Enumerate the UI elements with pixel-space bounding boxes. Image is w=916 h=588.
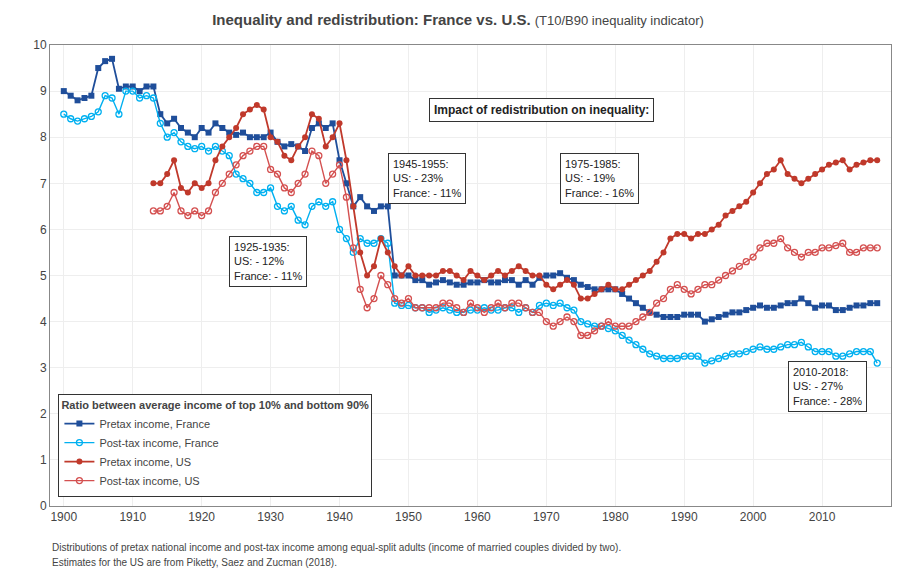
svg-text:1920: 1920 — [188, 510, 215, 524]
svg-text:2000: 2000 — [740, 510, 767, 524]
svg-text:1950: 1950 — [395, 510, 422, 524]
svg-text:1930: 1930 — [257, 510, 284, 524]
svg-text:5: 5 — [40, 269, 47, 283]
svg-text:Inequality and redistribution:: Inequality and redistribution: France vs… — [212, 11, 704, 28]
svg-text:2010: 2010 — [809, 510, 836, 524]
svg-text:3: 3 — [40, 361, 47, 375]
svg-text:1945-1955:US: - 23%France: - 1: 1945-1955:US: - 23%France: - 11% — [393, 158, 461, 199]
svg-text:1980: 1980 — [602, 510, 629, 524]
svg-text:8: 8 — [40, 130, 47, 144]
svg-text:1960: 1960 — [464, 510, 491, 524]
svg-text:Ratio between average income o: Ratio between average income of top 10% … — [61, 399, 369, 411]
svg-text:Estimates for the US are from: Estimates for the US are from Piketty, S… — [52, 557, 337, 568]
svg-text:Pretax income, France: Pretax income, France — [99, 418, 210, 430]
svg-text:Post-tax income, France: Post-tax income, France — [99, 437, 218, 449]
svg-text:9: 9 — [40, 84, 47, 98]
svg-text:Post-tax income, US: Post-tax income, US — [99, 475, 199, 487]
svg-text:Distributions of pretax nation: Distributions of pretax national income … — [52, 542, 621, 553]
svg-text:1990: 1990 — [671, 510, 698, 524]
svg-text:1900: 1900 — [50, 510, 77, 524]
svg-text:10: 10 — [33, 38, 47, 52]
svg-text:1970: 1970 — [533, 510, 560, 524]
svg-text:1975-1985:US: - 19%France: - 1: 1975-1985:US: - 19%France: - 16% — [565, 158, 634, 199]
svg-text:2010-2018:US: - 27%France: - 2: 2010-2018:US: - 27%France: - 28% — [793, 366, 862, 407]
svg-text:0: 0 — [40, 499, 47, 513]
svg-text:1: 1 — [40, 453, 47, 467]
svg-text:Impact of redistribution on in: Impact of redistribution on inequality: — [434, 103, 649, 117]
svg-text:6: 6 — [40, 223, 47, 237]
svg-text:7: 7 — [40, 177, 47, 191]
svg-text:1940: 1940 — [326, 510, 353, 524]
svg-text:2: 2 — [40, 407, 47, 421]
svg-text:1925-1935:US: - 12%France: - 1: 1925-1935:US: - 12%France: - 11% — [234, 241, 302, 282]
svg-text:Pretax income, US: Pretax income, US — [99, 456, 191, 468]
svg-text:1910: 1910 — [119, 510, 146, 524]
svg-text:4: 4 — [40, 315, 47, 329]
